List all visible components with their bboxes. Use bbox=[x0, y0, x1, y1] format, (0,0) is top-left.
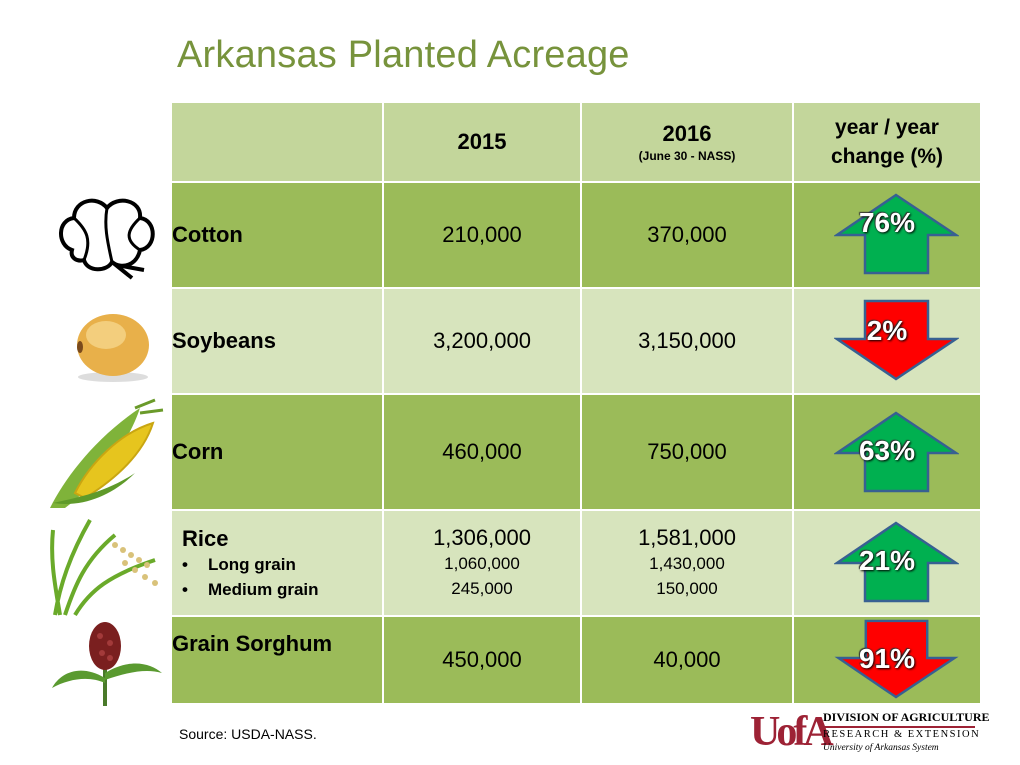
cotton-boll-icon bbox=[59, 198, 155, 280]
university-logo: UofA DIVISION OF AGRICULTURE RESEARCH & … bbox=[750, 708, 989, 758]
down-arrow-icon bbox=[834, 299, 959, 381]
up-arrow-icon bbox=[834, 521, 959, 603]
change-percent: 63% bbox=[858, 435, 916, 466]
sorghum-icon bbox=[52, 622, 162, 706]
logo-line2: RESEARCH & EXTENSION bbox=[823, 729, 981, 740]
sub-value-2016: 1,430,000 bbox=[649, 554, 725, 573]
change-cell: 76% bbox=[792, 181, 982, 289]
value-2015: 210,000 bbox=[382, 181, 582, 289]
crop-label: Rice bbox=[182, 526, 229, 551]
change-cell: 21% bbox=[792, 509, 982, 617]
value-2015: 450,000 bbox=[382, 615, 582, 705]
sub-item: • Long grain bbox=[182, 555, 296, 574]
corn-icon bbox=[50, 398, 164, 508]
table-row: Rice • Long grain • Medium grain 1,306,000… bbox=[170, 509, 982, 617]
crop-label: Corn bbox=[170, 393, 384, 511]
value-2015: 460,000 bbox=[382, 393, 582, 511]
value-2016: 1,581,000 bbox=[638, 525, 736, 550]
sub-value-2015: 245,000 bbox=[451, 579, 513, 598]
logo-line1: DIVISION OF AGRICULTURE bbox=[823, 710, 990, 724]
crop-label: Cotton bbox=[170, 181, 384, 289]
sub-value-2015: 1,060,000 bbox=[444, 554, 520, 573]
header-2015: 2015 bbox=[382, 101, 582, 183]
change-cell: 63% bbox=[792, 393, 982, 511]
value-2016: 40,000 bbox=[580, 615, 794, 705]
value-2016: 3,150,000 bbox=[580, 287, 794, 395]
sub-item: • Medium grain bbox=[182, 580, 319, 599]
up-arrow-icon bbox=[834, 411, 959, 493]
change-percent: 2% bbox=[866, 315, 908, 346]
header-2016-sub: (June 30 - NASS) bbox=[638, 149, 736, 163]
acreage-table: 2015 2016 (June 30 - NASS) year / year c… bbox=[170, 101, 982, 705]
change-percent: 21% bbox=[858, 545, 916, 576]
table-row: Cotton 210,000 370,000 76% bbox=[170, 181, 982, 289]
logo-divider bbox=[823, 726, 975, 728]
rice-icon bbox=[50, 519, 158, 617]
header-change: year / year change (%) bbox=[792, 101, 982, 183]
table-row: Soybeans 3,200,000 3,150,000 2% bbox=[170, 287, 982, 395]
value-2015: 3,200,000 bbox=[382, 287, 582, 395]
soybean-icon bbox=[77, 314, 149, 382]
header-row: 2015 2016 (June 30 - NASS) year / year c… bbox=[170, 101, 982, 183]
change-cell: 91% bbox=[792, 615, 982, 705]
change-cell: 2% bbox=[792, 287, 982, 395]
down-arrow-icon bbox=[834, 619, 959, 699]
page-title: Arkansas Planted Acreage bbox=[177, 34, 630, 76]
crop-label: Soybeans bbox=[170, 287, 384, 395]
value-2015: 1,306,000 bbox=[433, 525, 531, 550]
header-blank bbox=[170, 101, 384, 183]
logo-mark: UofA bbox=[750, 709, 834, 755]
value-2015-cell: 1,306,000 1,060,000 245,000 bbox=[382, 509, 582, 617]
value-2016: 750,000 bbox=[580, 393, 794, 511]
logo-line3: University of Arkansas System bbox=[823, 743, 939, 753]
crop-label: Grain Sorghum bbox=[170, 615, 384, 705]
crop-label-cell: Rice • Long grain • Medium grain bbox=[170, 509, 384, 617]
header-2016: 2016 (June 30 - NASS) bbox=[580, 101, 794, 183]
value-2016: 370,000 bbox=[580, 181, 794, 289]
value-2016-cell: 1,581,000 1,430,000 150,000 bbox=[580, 509, 794, 617]
sub-value-2016: 150,000 bbox=[656, 579, 718, 598]
source-note: Source: USDA-NASS. bbox=[179, 726, 317, 742]
up-arrow-icon bbox=[834, 193, 959, 275]
table-row: Grain Sorghum 450,000 40,000 91% bbox=[170, 615, 982, 705]
change-percent: 91% bbox=[858, 643, 916, 674]
change-percent: 76% bbox=[858, 207, 916, 238]
table-row: Corn 460,000 750,000 63% bbox=[170, 393, 982, 511]
